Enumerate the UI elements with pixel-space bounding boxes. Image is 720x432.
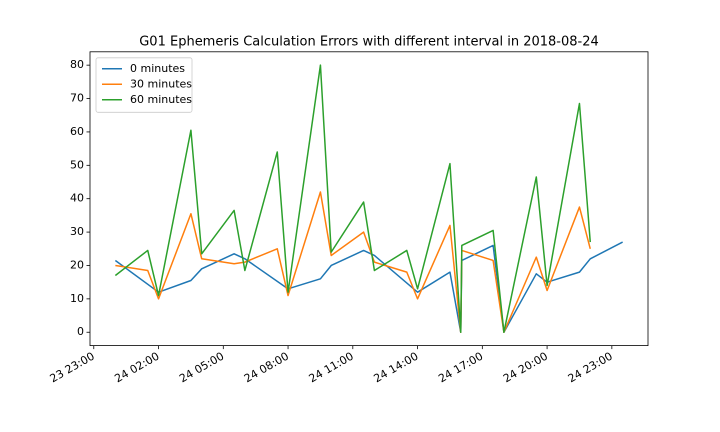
line-series: [115, 191, 591, 333]
legend-label: 60 minutes: [130, 93, 192, 106]
legend-box: [95, 57, 193, 113]
legend: 0 minutes 30 minutes 60 minutes: [95, 57, 193, 113]
y-tick-label: 30: [70, 225, 84, 238]
y-tick-label: 20: [70, 258, 84, 271]
y-tick-label: 0: [77, 325, 84, 338]
axes-frame: [89, 51, 649, 346]
line-series: [114, 64, 592, 333]
y-tick-label: 50: [70, 158, 84, 171]
y-tick-label: 10: [70, 292, 84, 305]
y-tick-label: 60: [70, 125, 84, 138]
chart-title: G01 Ephemeris Calculation Errors with di…: [139, 35, 599, 50]
y-tick-label: 40: [70, 192, 84, 205]
legend-label: 0 minutes: [130, 62, 185, 75]
y-tick-label: 80: [70, 58, 84, 71]
legend-label: 30 minutes: [130, 77, 192, 90]
y-tick-label: 70: [70, 92, 84, 105]
